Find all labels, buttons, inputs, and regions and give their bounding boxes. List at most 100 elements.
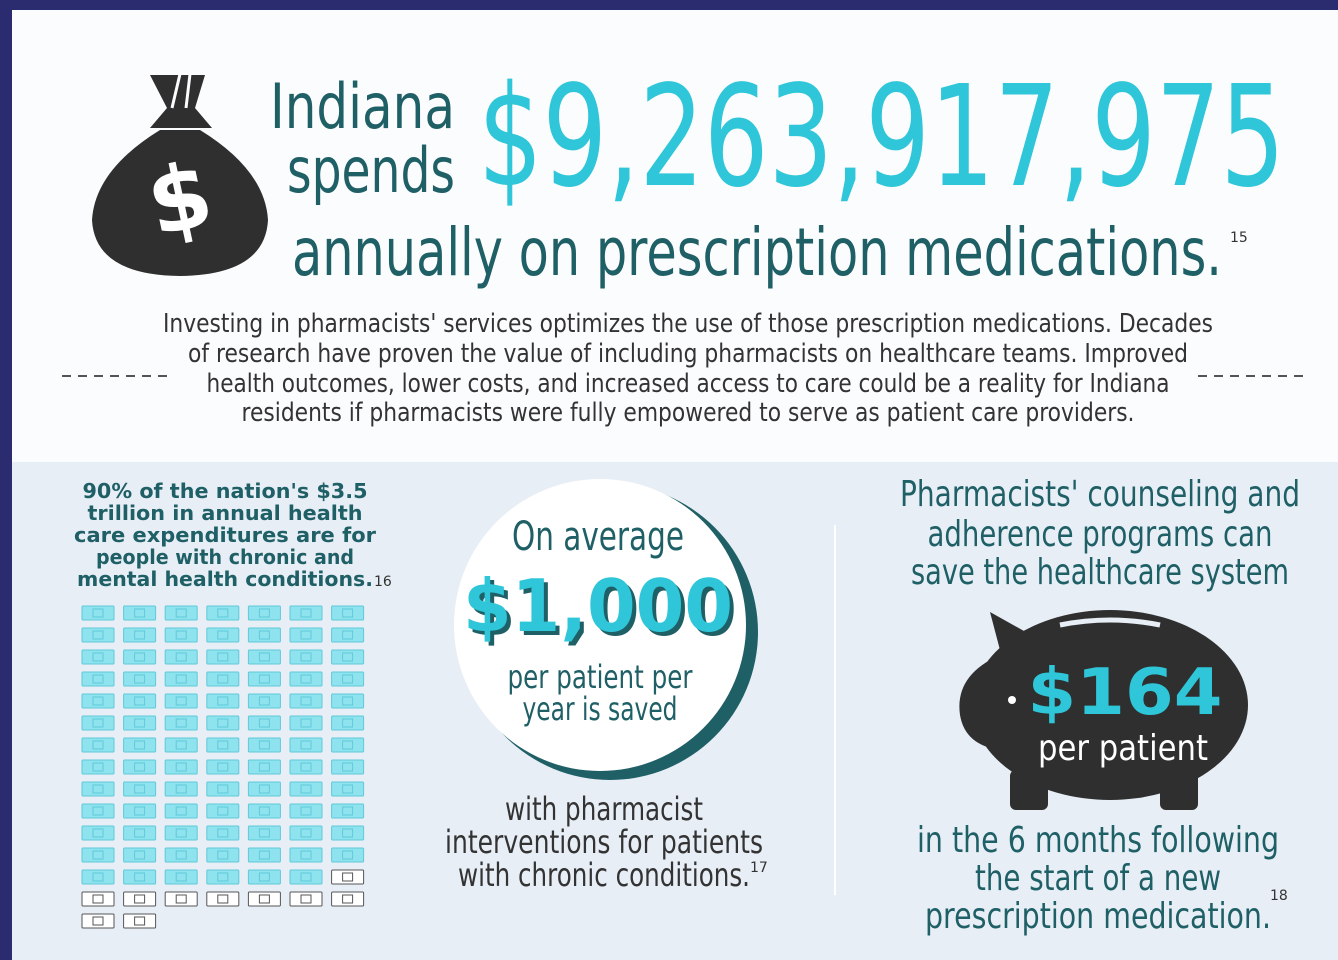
header-line: annually on prescription medications. — [292, 214, 1222, 291]
bill-icon — [165, 650, 197, 664]
bill-icon — [82, 826, 114, 840]
infographic: $ Indiana spends $9,263,917,975 annually… — [0, 0, 1338, 960]
bill-icon — [165, 848, 197, 862]
bill-icon — [165, 804, 197, 818]
bill-icon — [207, 892, 239, 906]
bill-icon — [290, 650, 322, 664]
bill-icon — [332, 804, 364, 818]
bill-icon — [124, 914, 156, 928]
bill-icon — [290, 694, 322, 708]
bill-icon — [165, 738, 197, 752]
bill-icon — [82, 870, 114, 884]
bill-icon — [124, 606, 156, 620]
bill-icon — [82, 672, 114, 686]
bill-icon — [290, 870, 322, 884]
bill-icon — [248, 694, 280, 708]
bill-icon — [165, 870, 197, 884]
bill-icon — [165, 606, 197, 620]
bill-icon — [207, 782, 239, 796]
bill-icon — [332, 738, 364, 752]
bill-icon — [207, 628, 239, 642]
bill-icon — [82, 848, 114, 862]
bill-icon — [165, 760, 197, 774]
text-line: with chronic conditions. — [458, 856, 750, 894]
bill-grid — [82, 606, 364, 928]
text-line: in the 6 months following — [917, 820, 1279, 861]
bill-icon — [248, 804, 280, 818]
bill-icon — [207, 848, 239, 862]
text-line: mental health conditions. — [77, 567, 373, 591]
bill-icon — [332, 760, 364, 774]
bill-icon — [82, 716, 114, 730]
bill-icon — [332, 826, 364, 840]
bill-icon — [332, 870, 364, 884]
bill-icon — [207, 606, 239, 620]
bill-icon — [332, 606, 364, 620]
text-line: prescription medication. — [925, 896, 1271, 937]
bill-icon — [82, 804, 114, 818]
text-line: the start of a new — [975, 858, 1221, 899]
bill-icon — [124, 738, 156, 752]
bill-icon — [207, 760, 239, 774]
bill-icon — [82, 914, 114, 928]
bill-icon — [207, 694, 239, 708]
bill-icon — [82, 782, 114, 796]
text-line: people with chronic and — [96, 545, 354, 569]
bill-icon — [248, 672, 280, 686]
text-line: save the healthcare system — [911, 552, 1289, 593]
bill-icon — [290, 826, 322, 840]
bill-icon — [290, 716, 322, 730]
bill-icon — [248, 760, 280, 774]
header-line: Indiana — [270, 70, 455, 143]
bill-icon — [207, 826, 239, 840]
intro-paragraph: Investing in pharmacists' services optim… — [163, 309, 1213, 428]
bill-icon — [82, 650, 114, 664]
text-line: 90% of the nation's $3.5 — [83, 479, 368, 503]
bill-icon — [290, 738, 322, 752]
bill-icon — [248, 650, 280, 664]
bill-icon — [290, 782, 322, 796]
bill-icon — [165, 826, 197, 840]
text-line: Pharmacists' counseling and — [900, 474, 1300, 515]
bill-icon — [290, 804, 322, 818]
bill-icon — [82, 606, 114, 620]
header-amount: $9,263,917,975 — [478, 56, 1285, 219]
bill-icon — [207, 738, 239, 752]
bill-icon — [290, 606, 322, 620]
bill-icon — [207, 716, 239, 730]
text-line: health outcomes, lower costs, and increa… — [207, 369, 1170, 399]
bill-icon — [248, 826, 280, 840]
bill-icon — [207, 804, 239, 818]
bill-icon — [207, 650, 239, 664]
bill-icon — [332, 782, 364, 796]
bill-icon — [124, 782, 156, 796]
bill-icon — [207, 672, 239, 686]
text-line: residents if pharmacists were fully empo… — [242, 398, 1135, 428]
bill-icon — [124, 672, 156, 686]
text-line: trillion in annual health — [88, 501, 363, 525]
bill-icon — [124, 760, 156, 774]
bill-icon — [332, 628, 364, 642]
bill-icon — [248, 628, 280, 642]
bill-icon — [290, 628, 322, 642]
bill-icon — [124, 628, 156, 642]
amount: $164 — [1028, 656, 1223, 730]
text-line: of research have proven the value of inc… — [188, 339, 1188, 369]
text-line: year is saved — [523, 690, 678, 728]
left-panel: 90% of the nation's $3.5trillion in annu… — [74, 479, 392, 591]
bill-icon — [248, 892, 280, 906]
lead-text: On average — [512, 514, 684, 560]
bill-icon — [248, 870, 280, 884]
footnote: 16 — [374, 574, 392, 590]
bill-icon — [248, 782, 280, 796]
amount: $1,000 — [463, 564, 733, 648]
bill-icon — [124, 870, 156, 884]
bill-icon — [332, 892, 364, 906]
bill-icon — [248, 716, 280, 730]
bill-icon — [82, 694, 114, 708]
bill-icon — [290, 760, 322, 774]
bill-icon — [290, 672, 322, 686]
bill-icon — [124, 848, 156, 862]
footnote: 15 — [1230, 230, 1248, 246]
